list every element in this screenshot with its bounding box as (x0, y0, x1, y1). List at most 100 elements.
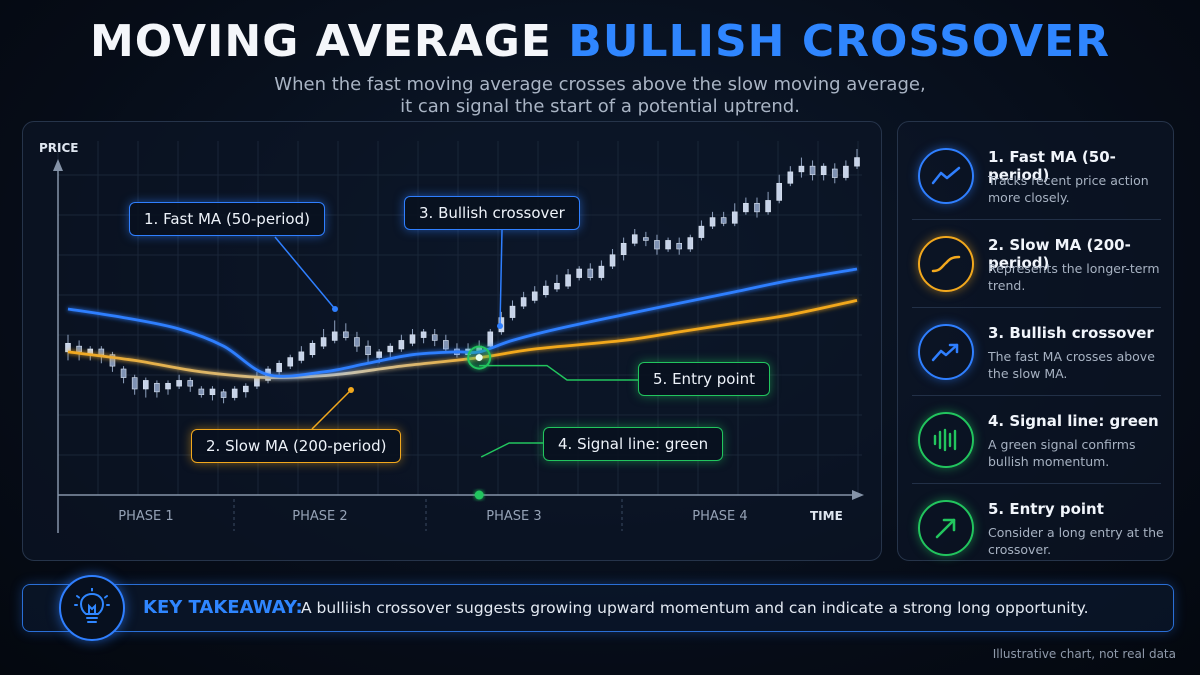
candle-body (187, 380, 194, 387)
candle-body (443, 340, 449, 350)
candle (243, 383, 249, 398)
candle-body (565, 274, 571, 287)
candle (643, 231, 649, 247)
candle (331, 320, 338, 344)
legend-title: 2. Slow MA (200-period) (988, 236, 1131, 272)
phase-separators (233, 499, 623, 531)
legend-item-fast-ma: 1. Fast MA (50-period) Tracks recent pri… (898, 132, 1175, 220)
candle (531, 286, 538, 304)
candle-body (587, 268, 594, 278)
candle (131, 374, 138, 395)
subtitle-line-2: it can signal the start of a potential u… (400, 96, 800, 117)
legend-desc: The fast MA crosses above the slow MA. (988, 349, 1155, 381)
candle-body (387, 345, 394, 353)
candle-body (176, 380, 182, 387)
legend-title: 3. Bullish crossover (988, 324, 1154, 342)
candle-body (343, 331, 349, 338)
candle-body (609, 254, 616, 267)
leader-slow-ma (311, 389, 352, 430)
candle (620, 237, 627, 261)
candle (809, 160, 816, 181)
candle-body (131, 377, 138, 390)
candle (398, 334, 405, 352)
candle (854, 149, 860, 169)
takeaway-label: KEY TAKEAWAY: (143, 597, 303, 618)
trend-up-arrow-icon (918, 324, 974, 380)
candle-body (554, 282, 560, 290)
candle-body (631, 234, 638, 244)
legend-title: 4. Signal line: green (988, 412, 1159, 430)
title-accent: BULLISH CROSSOVER (568, 16, 1111, 67)
candle (343, 323, 349, 341)
phase-label: PHASE 1 (118, 509, 173, 524)
candle (431, 329, 438, 347)
crossover-dot (475, 354, 483, 362)
page-subtitle: When the fast moving average crosses abo… (0, 74, 1200, 118)
candle-body (798, 165, 805, 173)
legend-desc: A green signal confirms bullish momentum… (988, 437, 1136, 469)
candle-body (743, 202, 749, 213)
signal-line-group (467, 345, 492, 500)
candle (365, 340, 371, 364)
leader-slow-ma-dot (348, 387, 354, 393)
callout-entry-point: 5. Entry point (638, 362, 771, 396)
candle (687, 234, 694, 252)
leader-entry-point (479, 364, 638, 381)
diagonal-arrow-icon (918, 500, 974, 556)
candle (76, 340, 82, 361)
candle-body (276, 362, 282, 373)
legend-item-entry: 5. Entry point Consider a long entry at … (898, 484, 1175, 572)
candle-body (220, 391, 227, 398)
candle (698, 220, 705, 241)
legend-desc: Represents the longer-term trend. (988, 261, 1160, 293)
candle-body (420, 331, 427, 338)
callout-slow-ma: 2. Slow MA (200-period) (191, 429, 402, 463)
callout-leaders (274, 229, 638, 458)
candle (420, 329, 427, 344)
candle (765, 191, 771, 215)
candle (220, 389, 227, 404)
leader-signal-line (480, 442, 543, 458)
candle (554, 274, 560, 292)
legend-item-crossover: 3. Bullish crossover The fast MA crosses… (898, 308, 1175, 396)
candle (720, 211, 727, 227)
candle-body (309, 342, 316, 356)
candle-body (209, 388, 216, 396)
legend-desc: Tracks recent price action more closely. (988, 173, 1149, 205)
candle (409, 329, 416, 347)
subtitle-line-1: When the fast moving average crosses abo… (274, 74, 926, 95)
candle-body (331, 331, 338, 341)
candle (120, 366, 127, 384)
leader-crossover (499, 229, 503, 327)
candle-body (65, 342, 71, 353)
legend-title: 1. Fast MA (50-period) (988, 148, 1116, 184)
candle-body (654, 240, 660, 250)
candle (254, 371, 260, 389)
candle-body (320, 337, 327, 347)
candle (109, 351, 116, 372)
candle (731, 203, 738, 227)
candle (676, 237, 682, 255)
candle (276, 360, 282, 375)
candle (454, 343, 460, 358)
candle-body (698, 225, 705, 238)
candle (65, 334, 71, 361)
candle (209, 386, 216, 401)
candle (298, 346, 305, 364)
candle-body (509, 305, 516, 318)
trend-line-icon (918, 148, 974, 204)
candle-body (665, 240, 671, 250)
candle-body (576, 268, 582, 278)
candle (787, 166, 794, 187)
candle (520, 291, 527, 309)
candle (198, 386, 205, 398)
legend-panel: 1. Fast MA (50-period) Tracks recent pri… (897, 121, 1174, 561)
smooth-curve-icon (918, 236, 974, 292)
candle-body (776, 182, 783, 201)
candle-body (809, 165, 816, 176)
chart-svg: PRICE TIME PHASE 1 PHASE 2 PHASE 3 PHASE 4 (39, 141, 864, 533)
candle-body (354, 337, 360, 347)
candle (287, 354, 294, 369)
candle (320, 329, 327, 349)
candle (776, 174, 783, 204)
